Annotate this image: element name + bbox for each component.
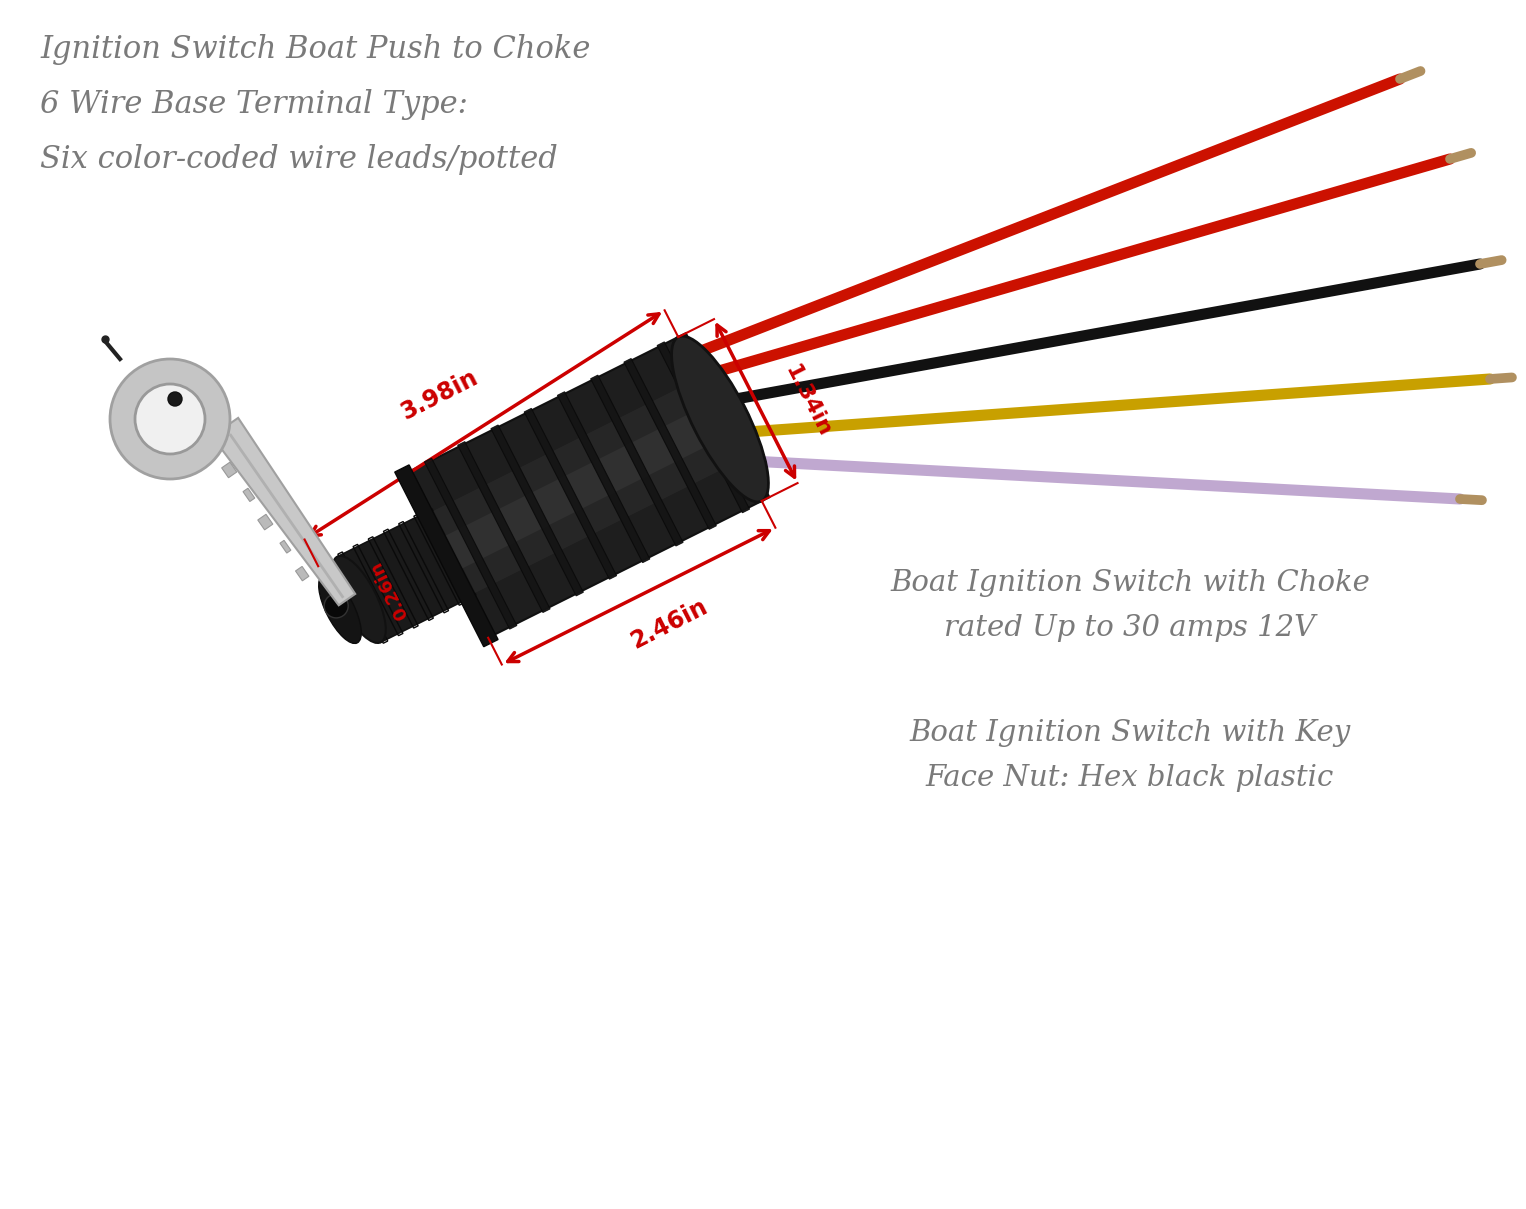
- Polygon shape: [424, 458, 517, 629]
- Polygon shape: [591, 375, 684, 546]
- Circle shape: [134, 384, 204, 455]
- Polygon shape: [337, 509, 476, 642]
- Text: 3.98in: 3.98in: [397, 365, 482, 424]
- Polygon shape: [438, 399, 736, 572]
- Polygon shape: [221, 462, 237, 478]
- Polygon shape: [525, 409, 617, 579]
- Text: Six color-coded wire leads/potted: Six color-coded wire leads/potted: [40, 144, 557, 175]
- Polygon shape: [258, 514, 273, 530]
- Polygon shape: [279, 540, 291, 553]
- Text: Ignition Switch Boat Push to Choke: Ignition Switch Boat Push to Choke: [40, 34, 591, 65]
- Circle shape: [168, 392, 182, 406]
- Polygon shape: [458, 441, 549, 613]
- Polygon shape: [395, 465, 497, 647]
- Text: rated Up to 30 amps 12V: rated Up to 30 amps 12V: [945, 614, 1315, 642]
- Polygon shape: [426, 375, 748, 597]
- Text: 1.34in: 1.34in: [781, 361, 835, 440]
- Text: Boat Ignition Switch with Choke: Boat Ignition Switch with Choke: [890, 569, 1370, 597]
- Text: Boat Ignition Switch with Key: Boat Ignition Switch with Key: [909, 719, 1351, 747]
- Text: 6 Wire Base Terminal Type:: 6 Wire Base Terminal Type:: [40, 89, 468, 120]
- Circle shape: [110, 359, 230, 479]
- Polygon shape: [658, 342, 749, 513]
- Polygon shape: [557, 392, 650, 562]
- Text: Face Nut: Hex black plastic: Face Nut: Hex black plastic: [926, 764, 1334, 792]
- Text: 2.46in: 2.46in: [626, 595, 711, 654]
- Polygon shape: [624, 359, 716, 530]
- Ellipse shape: [333, 556, 386, 643]
- Ellipse shape: [319, 574, 362, 643]
- Polygon shape: [491, 426, 583, 596]
- Polygon shape: [243, 488, 255, 502]
- Polygon shape: [212, 418, 356, 606]
- Polygon shape: [404, 334, 769, 638]
- Ellipse shape: [671, 336, 769, 502]
- Polygon shape: [296, 567, 308, 580]
- Circle shape: [324, 594, 348, 618]
- Text: 0.26in: 0.26in: [368, 557, 412, 623]
